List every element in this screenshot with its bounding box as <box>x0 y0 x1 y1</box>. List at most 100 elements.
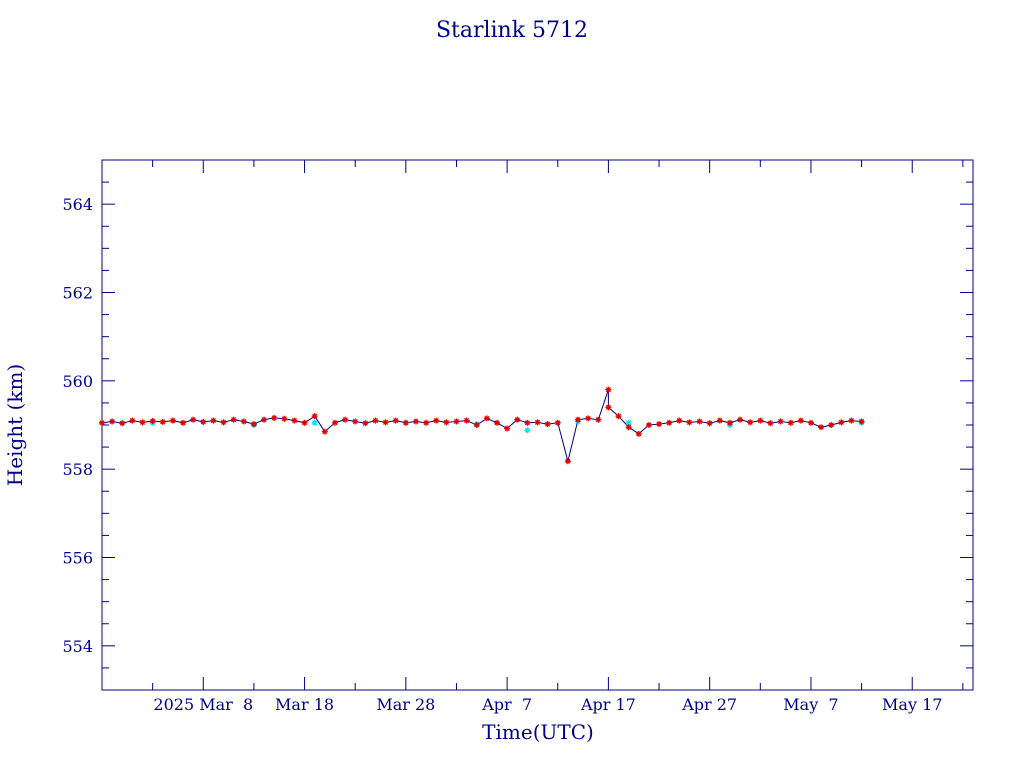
height-line <box>101 389 862 462</box>
data-point <box>807 419 814 426</box>
data-point <box>554 419 561 426</box>
data-point <box>757 417 764 424</box>
data-point <box>615 413 622 420</box>
y-tick-label: 556 <box>62 549 93 568</box>
x-tick-label: Apr 17 <box>580 695 636 714</box>
data-point <box>342 416 349 423</box>
data-point <box>858 418 865 425</box>
data-point <box>514 416 521 423</box>
data-point <box>291 417 298 424</box>
y-tick-label: 562 <box>62 284 93 303</box>
data-point <box>595 416 602 423</box>
y-tick-label: 554 <box>62 637 93 656</box>
data-point <box>828 422 835 428</box>
data-point <box>797 417 804 424</box>
data-point <box>200 418 207 425</box>
y-axis-label: Height (km) <box>3 364 27 486</box>
data-point <box>392 417 399 424</box>
data-point <box>180 419 187 426</box>
data-point <box>716 417 723 424</box>
x-tick-label: May 7 <box>783 695 838 714</box>
data-point <box>838 419 845 426</box>
data-point <box>433 417 440 424</box>
data-point <box>382 419 389 426</box>
data-point <box>139 419 146 426</box>
data-point <box>564 458 571 465</box>
data-point <box>625 424 632 431</box>
data-point <box>666 419 673 426</box>
data-point <box>737 416 744 423</box>
data-series <box>99 386 865 465</box>
x-tick-label: 2025 Mar 8 <box>153 695 253 714</box>
data-point <box>99 419 105 426</box>
data-point <box>696 418 703 425</box>
data-point <box>605 386 612 393</box>
data-point <box>210 417 217 424</box>
data-point <box>261 416 268 423</box>
data-point <box>726 419 733 426</box>
data-point <box>169 417 176 424</box>
data-point <box>281 415 288 422</box>
secondary-point <box>524 427 531 434</box>
x-tick-label: Mar 28 <box>376 695 435 714</box>
data-point <box>706 420 713 427</box>
data-point <box>493 419 500 426</box>
data-point <box>818 424 825 431</box>
data-point <box>412 418 419 425</box>
data-point <box>534 419 541 426</box>
data-point <box>848 417 855 424</box>
data-point <box>301 419 308 426</box>
y-tick-label: 564 <box>62 195 93 214</box>
data-point <box>777 418 784 425</box>
x-tick-label: Apr 7 <box>481 695 532 714</box>
data-point <box>747 419 754 426</box>
data-point <box>443 419 450 426</box>
data-point <box>240 418 247 425</box>
data-point <box>524 419 531 426</box>
data-point <box>575 416 582 423</box>
x-tick-label: May 17 <box>882 695 942 714</box>
data-point <box>504 425 511 432</box>
data-point <box>109 418 116 425</box>
axis-ticks <box>102 159 973 691</box>
data-point <box>585 415 592 422</box>
secondary-point <box>311 419 318 426</box>
data-point <box>463 417 470 424</box>
x-axis-label: Time(UTC) <box>482 720 594 744</box>
data-point <box>362 420 369 427</box>
data-point <box>605 404 612 411</box>
data-point <box>220 419 227 426</box>
data-point <box>473 422 480 428</box>
data-point <box>190 416 197 423</box>
data-point <box>787 419 794 426</box>
data-point <box>483 415 490 422</box>
data-point <box>271 414 278 421</box>
data-point <box>453 418 460 425</box>
data-point <box>352 418 359 425</box>
x-tick-label: Mar 18 <box>275 695 334 714</box>
data-point <box>402 419 409 426</box>
data-point <box>767 420 774 427</box>
tick-labels: 554 556 558 560 562 564 2025 Mar 8 Mar 18 Mar 28… <box>62 195 942 714</box>
y-tick-label: 560 <box>62 372 93 391</box>
data-point <box>149 418 156 425</box>
data-point <box>129 417 136 424</box>
data-point <box>331 419 338 426</box>
data-point <box>321 428 328 435</box>
data-point <box>372 417 379 424</box>
data-point <box>250 421 257 428</box>
x-tick-label: Apr 27 <box>681 695 737 714</box>
data-point <box>656 421 663 428</box>
data-point <box>423 419 430 426</box>
y-tick-label: 558 <box>62 460 93 479</box>
data-point <box>159 418 166 425</box>
data-point <box>119 420 126 427</box>
data-point <box>544 421 551 428</box>
chart-title: Starlink 5712 <box>436 18 588 43</box>
data-point <box>230 416 237 423</box>
data-point <box>635 430 642 437</box>
data-point <box>645 422 652 428</box>
data-point <box>686 419 693 426</box>
data-point <box>311 413 318 420</box>
